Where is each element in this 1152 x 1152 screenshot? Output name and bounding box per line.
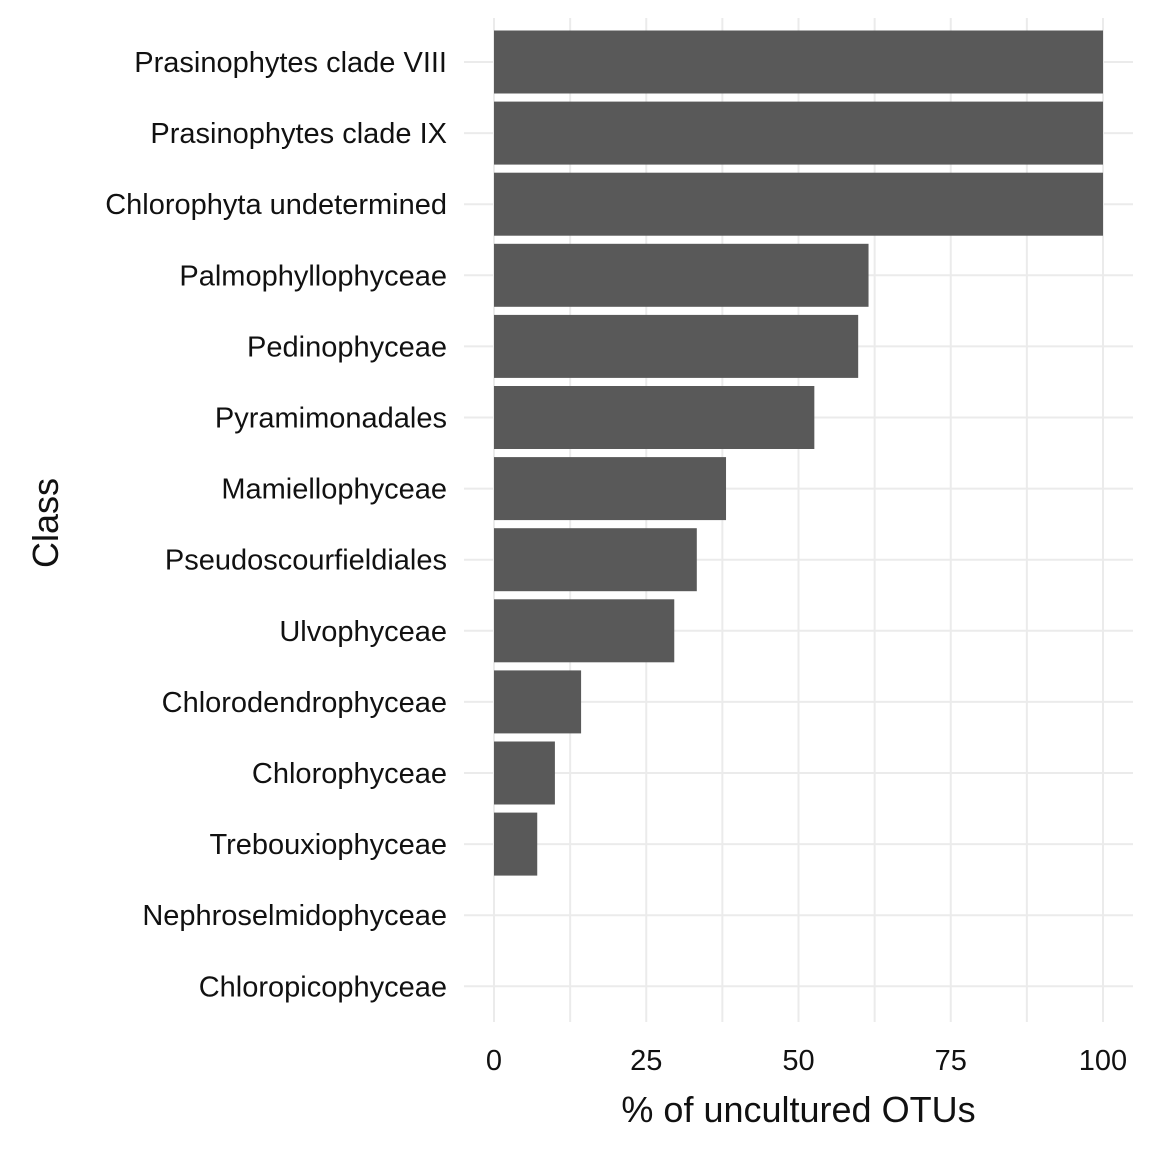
x-axis-title: % of uncultured OTUs [621, 1089, 975, 1130]
bar-pedinophyceae [494, 314, 859, 378]
bar-chlorodendrophyceae [494, 670, 582, 734]
y-tick-label: Ulvophyceae [279, 616, 447, 648]
y-tick-label: Nephroselmidophyceae [142, 900, 447, 932]
y-tick-label: Prasinophytes clade VIII [134, 47, 447, 79]
bar-palmophyllophyceae [494, 243, 869, 307]
x-tick-label: 75 [935, 1045, 967, 1077]
bar-prasinophytes-clade-ix [494, 101, 1103, 165]
y-tick-label: Chlorodendrophyceae [162, 687, 447, 719]
bar-prasinophytes-clade-viii [494, 30, 1103, 94]
bar-chlorophyceae [494, 741, 555, 805]
y-tick-label: Chlorophyta undetermined [105, 189, 447, 221]
bar-mamiellophyceae [494, 457, 727, 521]
x-tick-label: 0 [486, 1045, 502, 1077]
y-tick-label: Pedinophyceae [247, 331, 447, 363]
y-tick-labels: Prasinophytes clade VIII Prasinophytes cl… [105, 47, 447, 1003]
y-tick-label: Palmophyllophyceae [179, 260, 447, 292]
y-tick-label: Trebouxiophyceae [209, 829, 447, 861]
bar-chlorophyta-undetermined [494, 172, 1103, 236]
x-tick-labels: 0 25 50 75 100 [486, 1045, 1127, 1077]
y-tick-label: Prasinophytes clade IX [150, 118, 447, 150]
x-tick-label: 50 [782, 1045, 814, 1077]
y-axis-title: Class [25, 478, 66, 568]
x-tick-label: 25 [630, 1045, 662, 1077]
bar-ulvophyceae [494, 599, 675, 663]
bar-pseudoscourfieldiales [494, 528, 697, 592]
y-tick-label: Chloropicophyceae [199, 971, 447, 1003]
bar-pyramimonadales [494, 386, 815, 449]
bar-trebouxiophyceae [494, 812, 538, 876]
y-tick-label: Pyramimonadales [215, 403, 447, 435]
y-tick-label: Pseudoscourfieldiales [165, 545, 447, 577]
y-tick-label: Chlorophyceae [252, 758, 447, 790]
x-tick-label: 100 [1079, 1045, 1127, 1077]
bars [494, 30, 1103, 876]
y-tick-label: Mamiellophyceae [221, 474, 447, 506]
